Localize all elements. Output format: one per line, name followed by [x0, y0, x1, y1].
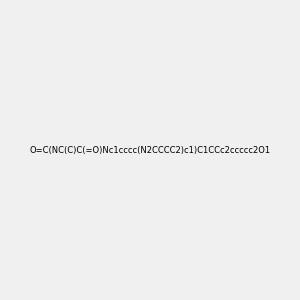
Text: O=C(NC(C)C(=O)Nc1cccc(N2CCCC2)c1)C1CCc2ccccc2O1: O=C(NC(C)C(=O)Nc1cccc(N2CCCC2)c1)C1CCc2c…	[29, 146, 271, 154]
